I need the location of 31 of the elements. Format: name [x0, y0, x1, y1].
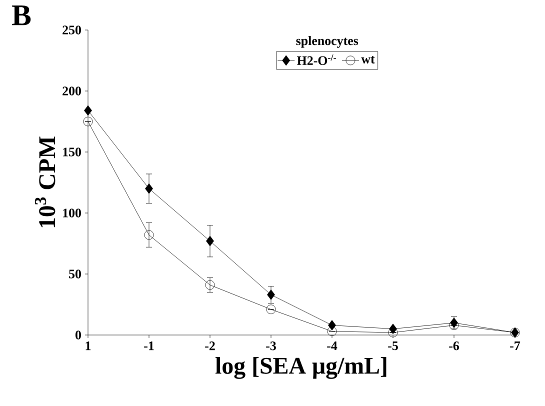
point: [449, 320, 459, 330]
y-tick-label: 200: [62, 86, 81, 96]
legend-title: splenocytes: [296, 36, 358, 48]
y-tick-label: 250: [62, 26, 81, 34]
point: [144, 230, 154, 240]
y-tick-label: 0: [76, 330, 81, 340]
x-tick-label: -4: [327, 342, 338, 350]
x-tick-label: -3: [266, 342, 276, 350]
point: [145, 183, 153, 194]
x-tick-label: -5: [388, 342, 398, 350]
y-tick-label: 100: [63, 208, 81, 218]
point: [266, 304, 276, 314]
legend-label: H2-O$^{-/-}$: [297, 54, 336, 65]
point: [205, 280, 215, 290]
x-tick-label: 1: [86, 342, 91, 350]
point: [327, 326, 337, 336]
x-tick-label: -7: [510, 342, 520, 350]
x-tick-label: -1: [144, 342, 154, 350]
point: [206, 236, 214, 246]
chart-title: B: [12, 6, 31, 26]
y-axis-title: 10$^{3}$ CPM: [34, 136, 56, 228]
y-tick-label: 150: [63, 148, 81, 156]
point: [84, 105, 92, 116]
x-axis-title: log [SEA μg/mL]: [215, 357, 386, 379]
point: [83, 116, 93, 126]
point: [388, 328, 398, 338]
x-tick-label: -6: [449, 342, 460, 350]
y-tick-label: 50: [69, 270, 81, 278]
point: [267, 290, 275, 300]
x-tick-label: -2: [205, 342, 215, 350]
legend-label: wt: [361, 56, 375, 64]
